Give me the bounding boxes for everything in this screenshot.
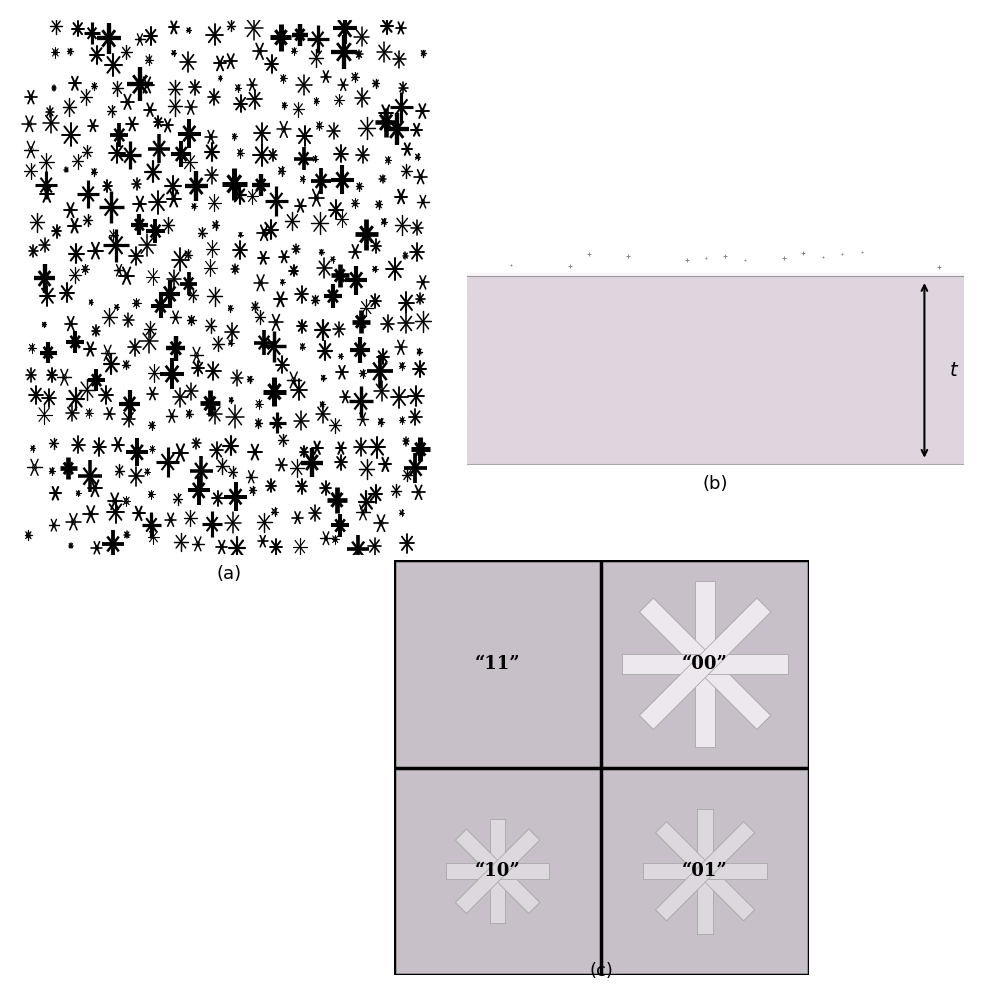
Bar	[467, 382, 964, 385]
Polygon shape	[698, 809, 713, 934]
Bar	[467, 340, 964, 343]
Text: “00”: “00”	[682, 655, 728, 673]
Text: (b): (b)	[703, 475, 729, 493]
Bar	[467, 353, 964, 356]
Polygon shape	[639, 598, 770, 729]
Bar	[467, 420, 964, 423]
Polygon shape	[639, 598, 770, 729]
Bar	[467, 404, 964, 407]
Bar	[467, 407, 964, 410]
Bar	[467, 366, 964, 369]
Bar	[467, 279, 964, 282]
Bar	[467, 311, 964, 314]
Bar	[467, 298, 964, 301]
Bar	[467, 245, 964, 276]
Bar	[467, 314, 964, 317]
Polygon shape	[455, 829, 540, 913]
Bar	[467, 350, 964, 353]
Bar	[467, 276, 964, 279]
Bar	[467, 401, 964, 404]
Bar	[467, 337, 964, 340]
Polygon shape	[445, 863, 550, 879]
Text: (a): (a)	[216, 565, 242, 583]
Bar	[467, 427, 964, 430]
Text: (c): (c)	[589, 962, 613, 980]
Polygon shape	[490, 819, 505, 923]
Polygon shape	[643, 863, 767, 879]
Text: “11”: “11”	[475, 655, 521, 673]
Bar	[467, 327, 964, 330]
Bar	[467, 346, 964, 350]
Polygon shape	[622, 654, 788, 674]
Bar	[467, 446, 964, 449]
Bar	[467, 439, 964, 443]
Bar	[467, 285, 964, 289]
Bar	[467, 321, 964, 324]
Polygon shape	[656, 822, 754, 921]
Bar	[467, 395, 964, 398]
Bar	[467, 292, 964, 295]
Bar	[467, 414, 964, 417]
Bar	[467, 362, 964, 366]
Polygon shape	[455, 829, 540, 913]
Polygon shape	[643, 863, 767, 879]
Text: “10”: “10”	[475, 862, 521, 880]
Bar	[467, 430, 964, 433]
Bar	[467, 385, 964, 388]
Text: t: t	[949, 361, 957, 380]
Polygon shape	[622, 654, 788, 674]
Bar	[601, 560, 809, 768]
Bar	[467, 282, 964, 285]
Bar	[467, 398, 964, 401]
Polygon shape	[455, 829, 540, 913]
Bar	[467, 443, 964, 446]
Bar	[467, 411, 964, 414]
Text: “01”: “01”	[682, 862, 728, 880]
Bar	[467, 289, 964, 292]
Bar	[467, 459, 964, 462]
Bar	[467, 369, 964, 372]
Bar	[467, 330, 964, 334]
Bar	[467, 356, 964, 359]
Bar	[467, 372, 964, 375]
Bar	[467, 276, 964, 465]
Bar	[467, 375, 964, 378]
Bar	[467, 436, 964, 439]
Bar	[601, 768, 809, 975]
Bar	[467, 359, 964, 362]
Bar	[467, 318, 964, 321]
Polygon shape	[445, 863, 550, 879]
Polygon shape	[695, 581, 715, 747]
Polygon shape	[695, 581, 715, 747]
Polygon shape	[455, 829, 540, 913]
Bar	[467, 388, 964, 391]
Bar	[467, 308, 964, 311]
Bar	[467, 273, 964, 276]
Bar	[467, 462, 964, 465]
Bar	[467, 455, 964, 459]
Polygon shape	[698, 809, 713, 934]
Bar	[467, 305, 964, 308]
Bar	[467, 334, 964, 337]
Polygon shape	[639, 598, 770, 729]
Bar	[467, 449, 964, 452]
Polygon shape	[639, 598, 770, 729]
Polygon shape	[656, 822, 754, 921]
Bar	[467, 417, 964, 420]
Bar	[467, 391, 964, 394]
Bar	[467, 324, 964, 327]
Polygon shape	[490, 819, 505, 923]
Bar	[394, 560, 601, 768]
Bar	[467, 295, 964, 298]
Bar	[467, 452, 964, 455]
Bar	[467, 378, 964, 382]
Bar	[394, 768, 601, 975]
Polygon shape	[656, 822, 754, 921]
Bar	[467, 343, 964, 346]
Bar	[467, 302, 964, 305]
Bar	[467, 433, 964, 436]
Bar	[467, 423, 964, 427]
Polygon shape	[656, 822, 754, 921]
